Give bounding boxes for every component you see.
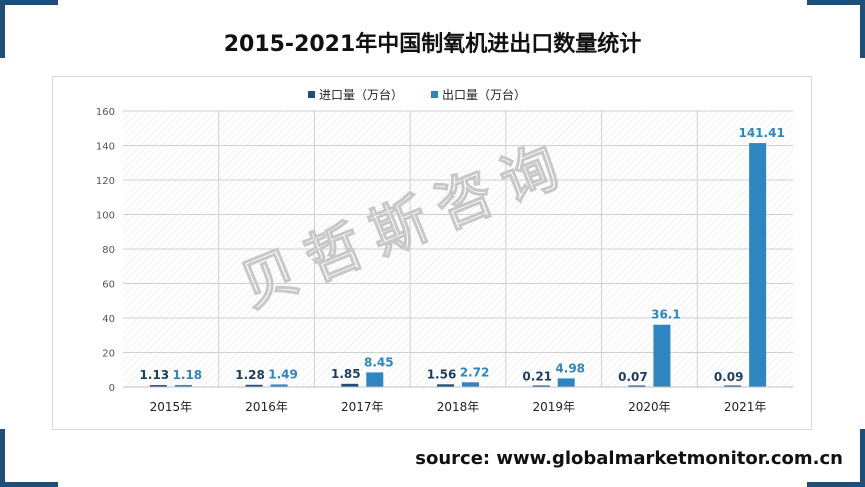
y-tick-label: 100 [96,211,115,222]
source-text: source: www.globalmarketmonitor.com.cn [415,448,843,469]
data-label-import: 0.09 [714,370,744,384]
data-labels: 1.13 1.18 1.28 1.49 1.858.45 1.56 2.72 0.214.98… [140,126,785,384]
data-label-import: 1.56 [427,367,457,381]
bar-export [366,372,384,387]
bar-export [462,382,479,387]
legend-label-import: 进口量（万台） [319,87,403,102]
legend-swatch-import [308,91,315,98]
bar-export [174,384,192,387]
corner-br-bar-v [860,429,865,487]
bar-import [628,385,646,387]
bar-import [437,384,454,387]
data-label-export: 1.49 [268,367,298,381]
data-label-import: 1.13 [140,368,170,382]
bar-export [653,324,671,387]
data-label-import: 0.21 [522,370,552,384]
page-title: 2015-2021年中国制氧机进出口数量统计 [223,32,642,57]
data-label-export: 2.72 [460,365,490,379]
data-label-import: 1.28 [235,368,265,382]
data-label-export: 8.45 [364,355,394,369]
x-tick-label: 2016年 [245,400,288,414]
y-axis: 0 20 40 60 80 100 120 140 160 [96,107,115,394]
corner-tl-bar-v [0,0,5,58]
bar-import [149,385,167,387]
y-tick-label: 0 [109,383,115,394]
bar-import [341,383,359,387]
data-label-export: 4.98 [555,361,585,375]
data-label-export: 36.1 [651,308,681,322]
corner-tr-bar-v [860,0,865,58]
legend-swatch-export [431,91,438,98]
x-tick-label: 2021年 [724,400,767,414]
data-label-export: 141.41 [738,126,784,140]
corner-bl-bar-v [0,429,5,487]
y-tick-label: 140 [96,142,115,153]
bar-import [245,384,263,387]
corner-br-bar-h [807,482,865,487]
corner-tr-bar-h [807,0,865,5]
y-tick-label: 160 [96,107,115,118]
x-tick-label: 2017年 [341,400,384,414]
y-tick-label: 40 [102,314,115,325]
y-tick-label: 120 [96,176,115,187]
data-label-import: 0.07 [618,370,648,384]
bar-export [557,378,575,387]
data-label-export: 1.18 [173,368,203,382]
x-tick-label: 2018年 [437,400,480,414]
y-tick-label: 20 [102,349,115,360]
chart-frame: 0 20 40 60 80 100 120 140 160 贝哲斯咨询 1.13 1.18 1.28… [52,76,812,430]
y-tick-label: 60 [102,280,115,291]
bar-export [270,384,288,387]
x-tick-label: 2015年 [150,400,193,414]
x-tick-label: 2019年 [532,400,575,414]
x-tick-label: 2020年 [628,400,671,414]
bars [149,143,767,387]
bar-import [532,385,550,387]
x-axis: 2015年 2016年 2017年 2018年 2019年 2020年 2021年 [123,386,793,414]
y-tick-label: 80 [102,245,115,256]
bar-export [749,143,767,387]
data-label-import: 1.85 [331,367,361,381]
corner-tl-bar-h [0,0,58,5]
bar-import [724,385,742,387]
corner-bl-bar-h [0,482,58,487]
legend-label-export: 出口量（万台） [442,87,526,102]
legend: 进口量（万台） 出口量（万台） [308,87,526,102]
